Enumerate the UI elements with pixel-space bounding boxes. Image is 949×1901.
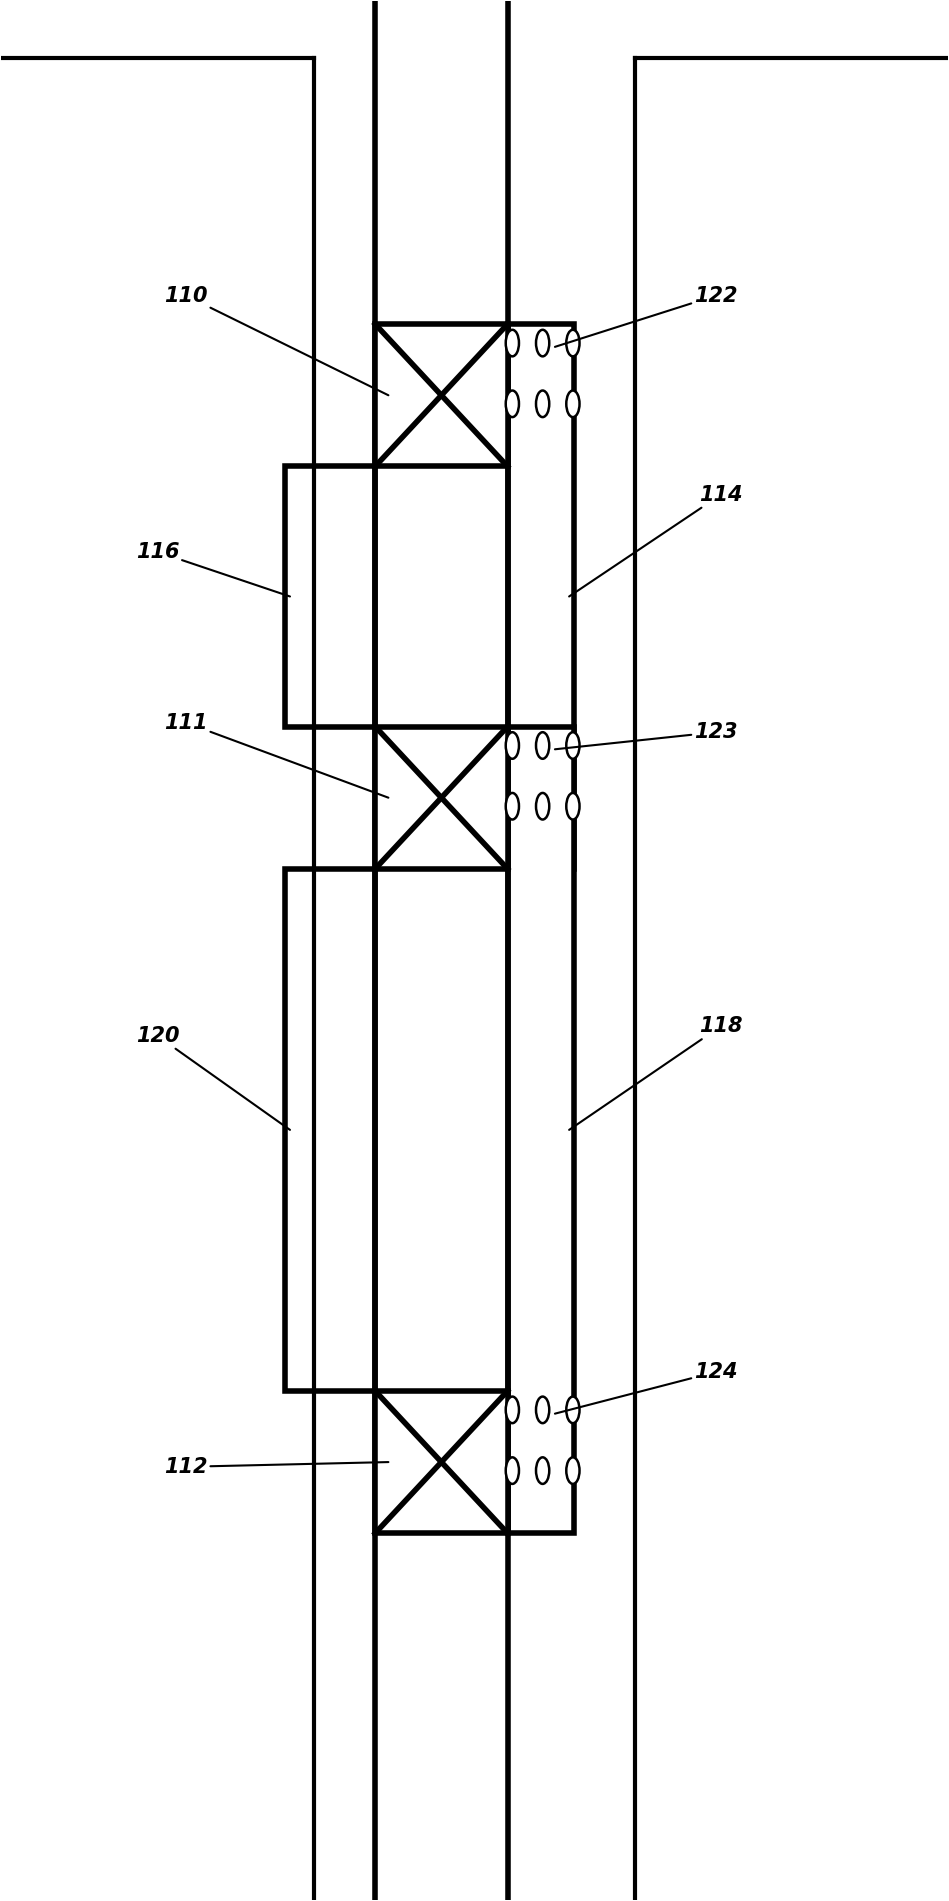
Circle shape xyxy=(506,732,519,758)
Circle shape xyxy=(567,390,580,416)
Circle shape xyxy=(536,329,549,355)
Circle shape xyxy=(536,1397,549,1424)
Circle shape xyxy=(506,1458,519,1485)
Circle shape xyxy=(506,793,519,819)
Circle shape xyxy=(536,732,549,758)
Circle shape xyxy=(536,1458,549,1485)
Text: 123: 123 xyxy=(555,722,737,749)
Bar xyxy=(375,323,508,466)
Circle shape xyxy=(567,793,580,819)
Bar xyxy=(286,869,375,1392)
Text: 122: 122 xyxy=(555,285,737,346)
Bar xyxy=(508,726,574,1534)
Text: 114: 114 xyxy=(569,485,742,597)
Text: 110: 110 xyxy=(164,285,388,395)
Bar xyxy=(375,726,508,869)
Bar xyxy=(286,466,375,726)
Text: 124: 124 xyxy=(555,1361,737,1414)
Text: 116: 116 xyxy=(136,542,290,597)
Bar xyxy=(375,1392,508,1534)
Circle shape xyxy=(567,732,580,758)
Text: 112: 112 xyxy=(164,1456,388,1477)
Text: 111: 111 xyxy=(164,713,388,798)
Text: 120: 120 xyxy=(136,1027,290,1129)
Text: 118: 118 xyxy=(569,1017,742,1129)
Circle shape xyxy=(536,390,549,416)
Bar xyxy=(508,323,574,869)
Circle shape xyxy=(506,1397,519,1424)
Circle shape xyxy=(567,329,580,355)
Circle shape xyxy=(536,793,549,819)
Circle shape xyxy=(567,1397,580,1424)
Circle shape xyxy=(506,390,519,416)
Circle shape xyxy=(506,329,519,355)
Circle shape xyxy=(567,1458,580,1485)
